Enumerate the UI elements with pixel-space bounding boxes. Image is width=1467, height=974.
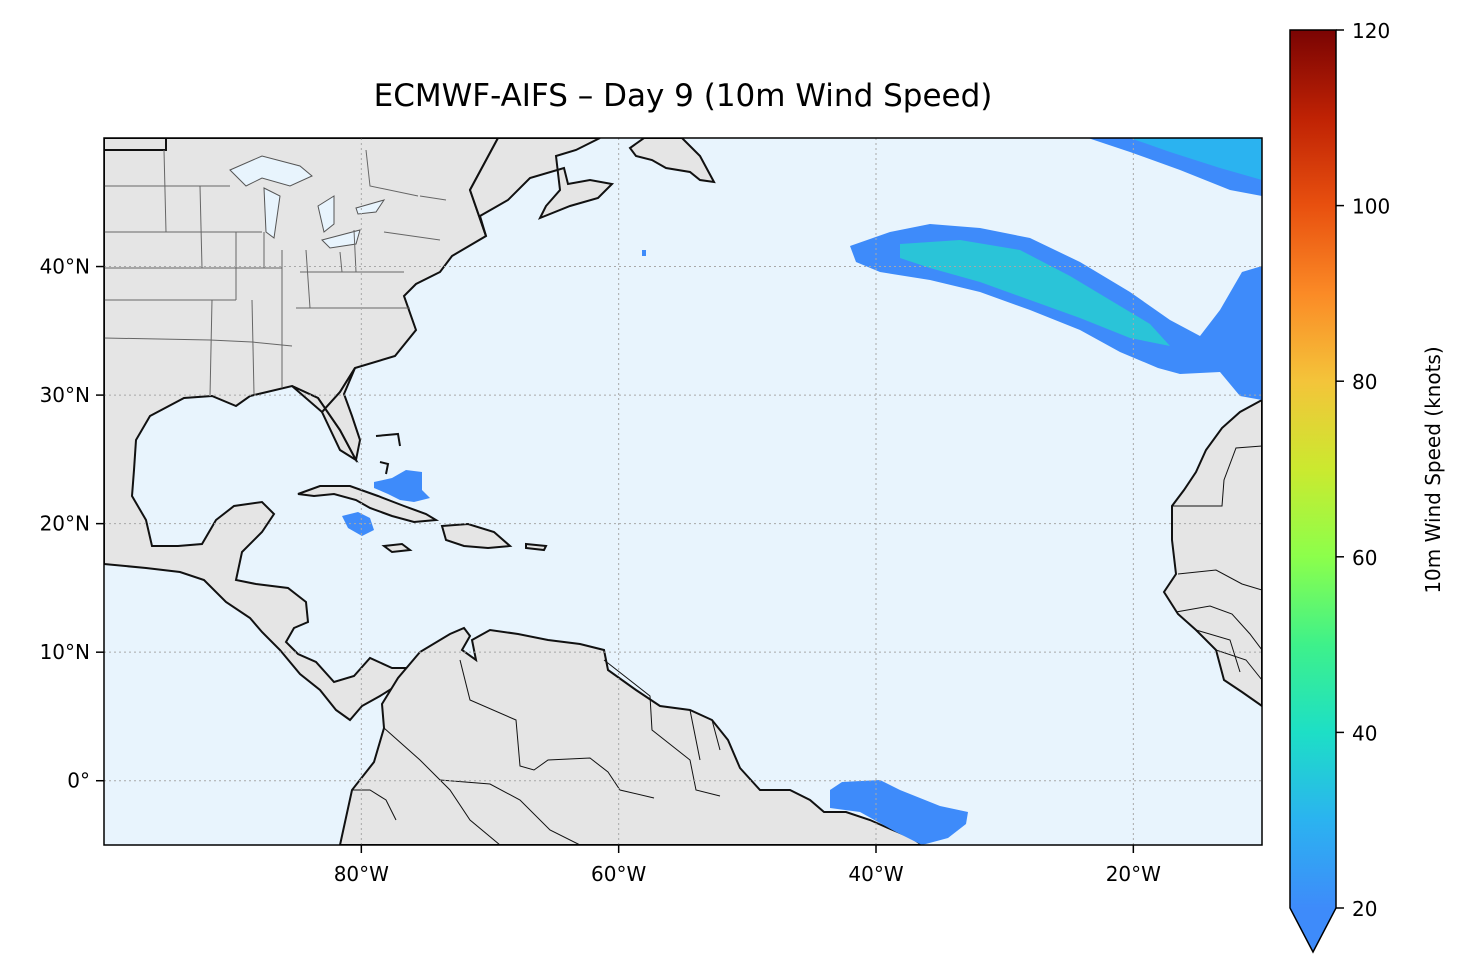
great-lakes: [229, 155, 386, 249]
wind-region-speck: [642, 250, 646, 256]
wind-speed-field: [342, 138, 1262, 845]
wind-region-jamaica: [342, 512, 374, 536]
wind-region-equatorial: [830, 780, 968, 845]
lon-tick-label: 60°W: [591, 862, 646, 886]
lat-tick-label: 40°N: [40, 255, 90, 279]
colorbar-tick-label: 120: [1352, 19, 1390, 43]
state-borders: [104, 149, 447, 397]
africa-borders: [1172, 445, 1262, 681]
land-puerto-rico: [525, 542, 548, 552]
lon-tick-label: 80°W: [334, 862, 389, 886]
colorbar: 20 40 60 80 100 120 10m Wind Speed (knots): [1289, 19, 1445, 954]
lat-tick-label: 30°N: [40, 383, 90, 407]
wind-region-bahamas: [374, 470, 430, 502]
lon-tick-label: 40°W: [848, 862, 903, 886]
land-newfoundland: [628, 138, 716, 184]
lon-tick-label: 20°W: [1106, 862, 1161, 886]
longitude-ticks: 80°W 60°W 40°W 20°W: [334, 845, 1161, 886]
colorbar-tick-label: 60: [1352, 546, 1377, 570]
lat-tick-label: 10°N: [40, 640, 90, 664]
land-florida: [291, 367, 362, 463]
latitude-ticks: 0° 10°N 20°N 30°N 40°N: [40, 255, 104, 793]
map-frame: [103, 137, 1263, 846]
chart-title: ECMWF-AIFS – Day 9 (10m Wind Speed): [373, 78, 993, 114]
land-south-america: [338, 626, 924, 845]
colorbar-tick-label: 100: [1352, 195, 1390, 219]
colorbar-label: 10m Wind Speed (knots): [1421, 346, 1445, 593]
land-bahamas: [375, 432, 401, 475]
land-cuba: [297, 485, 440, 524]
colorbar-tick-label: 40: [1352, 721, 1377, 745]
wind-region-northeast-core: [1130, 138, 1262, 180]
land-africa: [1162, 398, 1262, 708]
map-panel: [104, 138, 1262, 845]
wind-region-azores-core: [900, 240, 1170, 346]
colorbar-tick-label: 20: [1352, 897, 1377, 921]
lat-tick-label: 20°N: [40, 512, 90, 536]
colorbar-extend-triangle: [1290, 908, 1336, 952]
land-hispaniola: [440, 522, 513, 550]
lat-tick-label: 0°: [67, 769, 90, 793]
land-canada-maritimes: [468, 138, 615, 237]
colorbar-tick-label: 80: [1352, 370, 1377, 394]
colorbar-gradient: [1290, 30, 1336, 908]
land-greenland-edge: [104, 138, 167, 151]
land-jamaica: [381, 542, 413, 554]
colorbar-outline: [1289, 29, 1337, 954]
gridlines: [104, 138, 1262, 845]
colorbar-ticks: 20 40 60 80 100 120: [1336, 19, 1390, 921]
